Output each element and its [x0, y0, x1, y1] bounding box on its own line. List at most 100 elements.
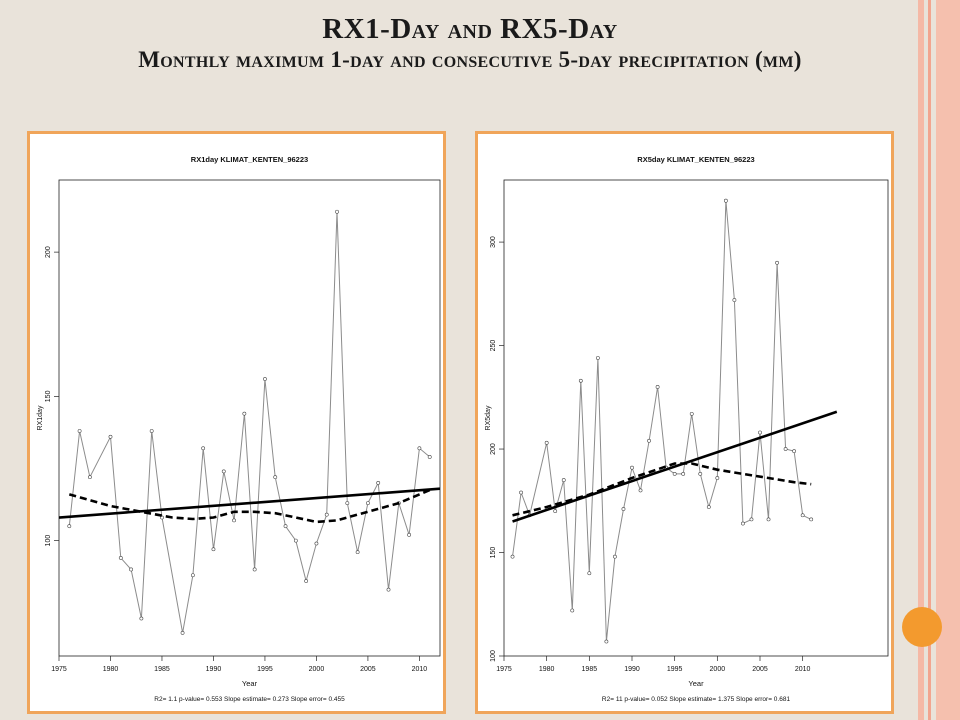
rx5day-title: RX5day KLIMAT_KENTEN_96223 — [637, 155, 754, 164]
rx5day-point — [741, 521, 745, 526]
rx1day-xtick-label: 1980 — [103, 666, 119, 673]
rx1day-point — [139, 616, 144, 621]
rx5day-xtick-label: 2010 — [795, 666, 811, 673]
rx1day-lowess-line — [68, 488, 431, 524]
rx1day-point — [129, 567, 133, 572]
slide-subtitle: Monthly maximum 1-day and consecutive 5-… — [138, 47, 802, 73]
rx5day-point — [638, 488, 643, 493]
chart-panel-rx1day: RX1day KLIMAT_KENTEN_96223 1975 1980 1985 19… — [27, 131, 446, 714]
rx1day-observed-line — [68, 211, 431, 633]
slide-title: RX1-Day and RX5-Day Monthly maximum 1-da… — [60, 14, 880, 73]
rx5day-point — [561, 478, 566, 482]
rx5day-ylabel: RX5day — [485, 405, 492, 430]
rx1day-stats-footer: R2= 1.1 p-value= 0.553 Slope estimate= 0… — [154, 696, 345, 703]
rx5day-xlabel: Year — [688, 679, 704, 688]
rx5day-xtick-label: 1980 — [539, 666, 555, 673]
rx1day-point — [77, 429, 82, 433]
rx5day-point — [783, 447, 788, 451]
rx5day-point — [732, 298, 737, 302]
rx1day-point — [293, 538, 298, 543]
rx1day-point — [314, 541, 319, 546]
rx5day-chart: RX5day KLIMAT_KENTEN_96223 1975 1980 1985 19… — [485, 155, 889, 703]
rx5day-xtick-label: 1995 — [667, 666, 683, 673]
rx1day-point — [283, 524, 288, 529]
rx5day-point — [706, 505, 711, 509]
rx5day-point — [809, 517, 814, 522]
rx5day-point — [570, 608, 575, 613]
rx5day-point — [766, 517, 771, 522]
rx1day-point — [263, 377, 267, 381]
rx5day-xtick-label: 2005 — [752, 666, 768, 673]
rx1day-ylabel: RX1day — [37, 405, 44, 430]
rx1day-xtick-label: 1995 — [257, 666, 273, 673]
decor-stripe-2 — [928, 0, 931, 720]
rx1day-point — [108, 434, 113, 439]
rx1day-xtick-label: 1975 — [51, 666, 67, 673]
rx5day-point — [647, 438, 651, 443]
rx5day-point — [775, 260, 779, 265]
rx5day-xtick-label: 1975 — [496, 666, 512, 673]
rx1day-point — [118, 556, 123, 560]
rx5day-point — [544, 440, 549, 445]
rx5day-point — [510, 554, 515, 559]
rx1day-point — [335, 209, 339, 214]
rx5day-stats-footer: R2= 11 p-value= 0.052 Slope estimate= 1.… — [602, 696, 791, 703]
rx5day-point — [672, 471, 677, 476]
rx1day-title: RX1day KLIMAT_KENTEN_96223 — [191, 155, 308, 164]
rx5day-point — [604, 639, 609, 644]
rx1day-point — [221, 469, 226, 474]
rx1day-xtick-label: 2010 — [412, 666, 428, 673]
rx5day-point — [519, 490, 523, 495]
rx5day-point — [698, 471, 703, 476]
rx5day-point — [792, 449, 797, 454]
rx1day-point — [407, 532, 412, 537]
rx5day-point — [595, 356, 600, 360]
rx5day-ytick-label: 100 — [490, 650, 497, 662]
rx1day-ytick-label: 150 — [45, 390, 52, 402]
rx1day-ytick-label: 200 — [45, 246, 52, 258]
rx5day-point — [621, 507, 626, 511]
rx1day-xtick-label: 2005 — [360, 666, 376, 673]
slide-title-main: RX1-Day and RX5-Day — [322, 13, 618, 45]
rx1day-point — [345, 501, 350, 506]
rx1day-point — [87, 475, 92, 480]
rx5day-point — [715, 476, 720, 480]
rx5day-ytick-label: 300 — [490, 236, 497, 248]
rx1day-point — [190, 573, 195, 578]
rx5day-point — [553, 509, 558, 514]
decor-orange-circle — [902, 607, 942, 647]
rx1day-chart: RX1day KLIMAT_KENTEN_96223 1975 1980 1985 19… — [37, 155, 441, 703]
rx1day-point — [201, 446, 206, 451]
rx5day-xtick-label: 1990 — [624, 666, 640, 673]
rx1day-point — [386, 587, 391, 592]
rx1day-point — [273, 475, 278, 480]
rx5day-point — [749, 517, 754, 522]
rx5day-trend-line — [512, 410, 838, 523]
rx1day-xlabel: Year — [242, 679, 258, 688]
rx1day-point — [376, 481, 381, 485]
rx1day-point — [355, 550, 360, 555]
decor-stripe-3 — [936, 0, 960, 720]
rx5day-observed-line — [512, 200, 812, 642]
rx5day-xtick-label: 2000 — [710, 666, 726, 673]
rx1day-point — [67, 524, 72, 529]
rx5day-point — [758, 430, 762, 435]
rx5day-point — [587, 571, 592, 576]
rx5day-plot-frame — [503, 179, 889, 657]
rx5day-point — [655, 385, 660, 389]
rx1day-point — [180, 631, 185, 635]
rx5day-ytick-label: 250 — [490, 340, 497, 352]
rx5day-point — [578, 378, 583, 383]
chart-panel-rx5day: RX5day KLIMAT_KENTEN_96223 1975 1980 1985 19… — [475, 131, 894, 714]
rx1day-point — [149, 429, 154, 433]
rx1day-point — [324, 512, 329, 517]
rx5day-point — [613, 554, 617, 559]
rx1day-xtick-label: 2000 — [309, 666, 325, 673]
rx1day-xtick-label: 1990 — [206, 666, 222, 673]
rx1day-point — [366, 501, 370, 506]
rx1day-point — [427, 455, 432, 459]
rx1day-ytick-label: 100 — [45, 535, 52, 547]
rx1day-point — [417, 446, 422, 451]
rx1day-trend-line — [59, 487, 440, 519]
rx1day-point — [232, 518, 236, 523]
